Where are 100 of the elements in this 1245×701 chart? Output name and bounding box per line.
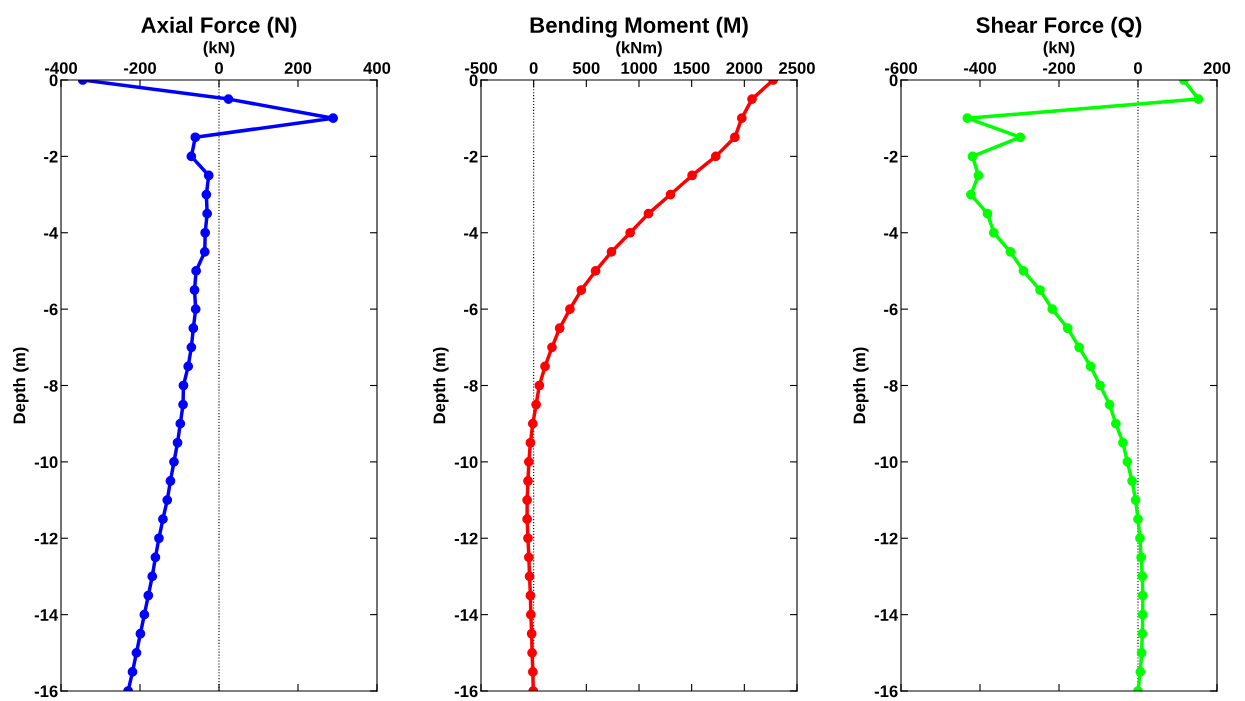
point [523, 552, 534, 563]
point [131, 647, 142, 658]
y-tick-label: -2 [464, 150, 478, 163]
x-axis-title: (kNm) [616, 41, 662, 57]
x-tick-label: -400 [963, 62, 996, 74]
y-tick-label: -8 [44, 379, 58, 392]
point [967, 151, 978, 162]
point [203, 170, 214, 181]
point [169, 457, 179, 467]
y-tick-label: -16 [454, 685, 478, 698]
point [643, 208, 654, 219]
point [165, 476, 176, 486]
x-tick-label: -500 [464, 62, 497, 74]
y-tick-label: 0 [49, 74, 58, 87]
point [522, 514, 532, 525]
point [1005, 246, 1016, 257]
point [172, 437, 183, 448]
point [1133, 514, 1143, 525]
y-axis-title: Depth (m) [853, 347, 869, 424]
point [1104, 399, 1115, 410]
point [199, 246, 210, 257]
point [1135, 533, 1145, 544]
point [988, 227, 999, 238]
point [188, 323, 199, 334]
x-tick-label: 0 [215, 62, 223, 74]
x-tick-label: 400 [363, 62, 391, 74]
x-tick-label: 200 [1203, 62, 1231, 74]
point [154, 533, 164, 544]
x-tick-label: 2500 [779, 62, 815, 74]
point [127, 667, 138, 677]
point [1193, 94, 1204, 104]
point [531, 399, 541, 410]
point [200, 227, 211, 238]
y-tick-label: -4 [464, 227, 479, 239]
point [523, 476, 533, 486]
x-tick-label: 2000 [726, 62, 763, 74]
point [202, 208, 213, 219]
point [191, 266, 201, 276]
x-axis-title: (kN) [1043, 41, 1075, 57]
y-tick-label: -8 [464, 379, 478, 392]
point [525, 590, 536, 601]
point [525, 437, 536, 448]
point [1137, 609, 1148, 620]
x-tick-label: -400 [44, 62, 77, 74]
point [524, 571, 535, 582]
y-tick-label: -4 [884, 227, 899, 239]
point [526, 628, 537, 639]
point [1047, 304, 1058, 314]
point [158, 514, 168, 525]
point [178, 399, 188, 410]
point [178, 380, 189, 391]
point [687, 170, 697, 181]
y-tick-label: -14 [34, 609, 59, 621]
point [1085, 361, 1096, 372]
y-tick-label: -8 [884, 379, 898, 392]
x-tick-label: -600 [884, 62, 917, 74]
point [1136, 647, 1147, 658]
y-tick-label: -2 [44, 150, 58, 163]
x-tick-label: 0 [529, 62, 538, 74]
y-tick-label: -14 [454, 609, 479, 621]
y-tick-label: -16 [34, 685, 58, 698]
point [189, 285, 200, 295]
point [1074, 342, 1085, 353]
point [162, 495, 173, 505]
point [328, 113, 339, 124]
point [223, 94, 234, 104]
point [1095, 380, 1105, 391]
point [540, 361, 550, 372]
y-tick-label: -12 [454, 532, 478, 545]
point [527, 647, 537, 658]
x-tick-label: -200 [123, 62, 156, 74]
point [736, 113, 747, 124]
y-tick-label: -12 [34, 532, 58, 545]
point [576, 285, 587, 295]
point [1122, 457, 1133, 467]
chart-title: Shear Force (Q) [976, 16, 1142, 38]
point [522, 495, 532, 505]
y-axis-title: Depth (m) [13, 347, 29, 424]
point [606, 246, 617, 257]
chart-title: Axial Force (N) [141, 16, 297, 38]
point [1137, 590, 1148, 601]
point [186, 342, 197, 353]
x-tick-label: 200 [284, 62, 312, 74]
point [962, 113, 973, 124]
point [665, 189, 676, 200]
y-tick-label: -6 [44, 303, 58, 316]
point [527, 418, 538, 429]
y-tick-label: -12 [874, 532, 898, 545]
point [973, 170, 984, 181]
point [1062, 323, 1073, 334]
point [1137, 571, 1148, 582]
y-tick-label: -14 [874, 609, 899, 621]
x-tick-label: 1500 [674, 62, 710, 74]
x-tick-label: 1000 [621, 62, 657, 74]
y-tick-label: 0 [889, 74, 898, 87]
point [534, 380, 545, 391]
point [147, 571, 158, 582]
point [547, 342, 557, 353]
point [1135, 667, 1146, 677]
point [747, 94, 757, 104]
